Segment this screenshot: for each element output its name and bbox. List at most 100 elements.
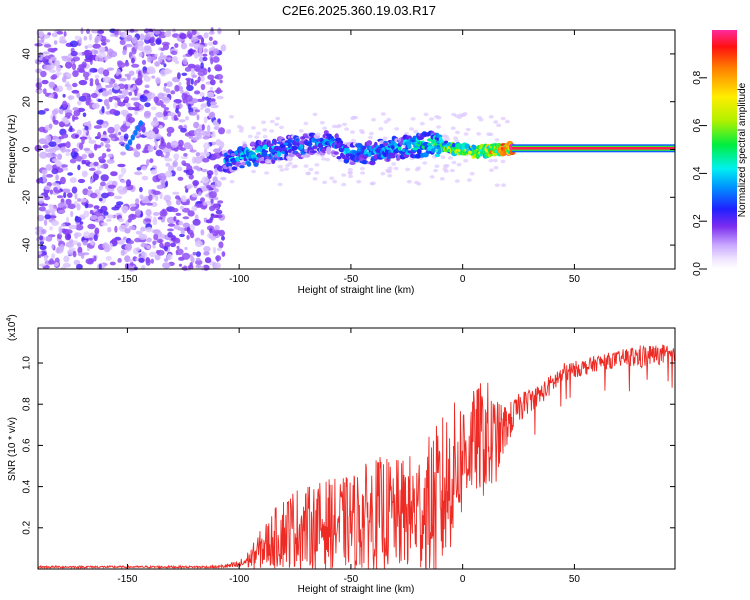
noise-blob	[182, 58, 188, 65]
noise-blob	[181, 207, 190, 213]
noise-blob	[101, 106, 105, 114]
spectrogram-y-tick-label: 20	[22, 96, 33, 108]
noise-blob	[107, 67, 114, 71]
noise-blob	[80, 27, 84, 35]
noise-blob	[386, 117, 392, 122]
noise-blob	[70, 150, 79, 158]
noise-blob	[59, 36, 66, 43]
noise-blob	[150, 258, 154, 264]
noise-blob	[39, 203, 49, 207]
noise-blob	[213, 126, 220, 130]
noise-blob	[106, 148, 111, 152]
noise-blob	[348, 171, 353, 175]
noise-blob	[109, 108, 117, 115]
snr-y-ticks: 0.2 0.4 0.6 0.8 1.0	[22, 356, 675, 535]
noise-blob	[210, 57, 214, 65]
noise-blob	[200, 74, 205, 82]
noise-blob	[178, 263, 183, 267]
noise-blob	[95, 55, 99, 62]
noise-blob	[94, 78, 100, 86]
noise-blob	[58, 121, 65, 128]
noise-blob	[63, 192, 67, 199]
noise-blob	[197, 70, 206, 77]
noise-blob	[204, 107, 211, 114]
noise-blob	[59, 176, 66, 185]
noise-blob	[150, 56, 157, 61]
noise-streak-blob	[135, 125, 141, 131]
noise-blob	[108, 133, 117, 138]
noise-blob	[51, 244, 55, 249]
noise-blob	[81, 61, 87, 69]
noise-blob	[356, 179, 362, 184]
noise-blob	[107, 153, 113, 158]
noise-blob	[131, 36, 138, 44]
ridge-blob	[283, 142, 289, 146]
ridge-blob	[273, 139, 277, 146]
noise-blob	[70, 210, 74, 218]
noise-blob	[143, 75, 151, 82]
noise-blob	[416, 166, 422, 170]
noise-blob	[115, 71, 119, 77]
noise-blob	[129, 259, 134, 263]
noise-blob	[120, 109, 129, 116]
noise-blob	[140, 242, 148, 248]
noise-blob	[89, 240, 95, 245]
noise-blob	[98, 46, 106, 52]
noise-blob	[149, 251, 157, 257]
noise-blob	[353, 115, 358, 120]
noise-blob	[101, 41, 107, 46]
noise-blob	[189, 144, 193, 151]
noise-blob	[274, 122, 280, 127]
noise-blob	[118, 77, 127, 82]
spectrogram-x-tick-label: -50	[344, 274, 359, 285]
snr-frame	[37, 327, 676, 570]
noise-blob	[192, 180, 200, 186]
ridge-blob	[326, 146, 332, 152]
noise-blob	[191, 29, 197, 35]
noise-blob	[496, 123, 502, 128]
noise-blob	[114, 225, 118, 233]
noise-blob	[312, 112, 318, 117]
noise-blob	[68, 203, 76, 210]
noise-blob	[391, 162, 397, 166]
noise-blob	[72, 250, 77, 258]
noise-blob	[51, 168, 59, 175]
noise-blob	[165, 88, 171, 94]
noise-blob	[172, 237, 181, 244]
noise-blob	[133, 266, 138, 271]
noise-blob	[128, 91, 133, 96]
noise-blob	[92, 102, 100, 109]
noise-blob	[163, 109, 167, 117]
noise-blob	[174, 43, 179, 48]
noise-blob	[164, 157, 173, 162]
noise-blob	[134, 209, 142, 216]
spectrogram-y-label: Frequency (Hz)	[7, 115, 18, 184]
noise-blob	[113, 83, 118, 88]
noise-blob	[42, 88, 47, 95]
noise-blob	[50, 62, 55, 70]
noise-blob	[65, 141, 71, 149]
noise-blob	[38, 126, 46, 133]
noise-blob	[166, 253, 173, 261]
noise-blob	[126, 243, 132, 249]
snr-x-ticks: -150 -100 -50 0 50	[117, 328, 580, 585]
noise-blob	[127, 117, 135, 123]
noise-blob	[148, 189, 152, 196]
noise-blob	[256, 131, 261, 136]
noise-blob	[38, 206, 46, 212]
noise-blob	[196, 167, 201, 172]
noise-blob	[184, 246, 188, 251]
noise-blob	[210, 236, 216, 241]
noise-blob	[44, 255, 48, 263]
noise-blob	[219, 141, 225, 149]
snr-x-tick-label: -100	[229, 574, 249, 585]
noise-blob	[210, 98, 216, 103]
noise-blob	[104, 55, 109, 62]
noise-blob	[217, 27, 222, 35]
snr-series-line	[37, 344, 676, 570]
noise-blob	[124, 61, 130, 67]
noise-blob	[53, 40, 58, 45]
noise-blob	[69, 177, 77, 184]
noise-blob	[109, 242, 113, 250]
noise-blob	[40, 54, 45, 58]
